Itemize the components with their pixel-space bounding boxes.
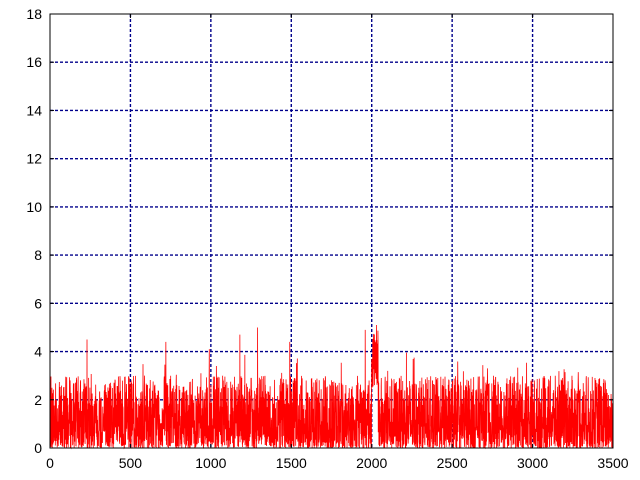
x-tick-label: 0 — [46, 455, 54, 471]
y-tick-label: 0 — [34, 440, 42, 456]
y-tick-label: 10 — [26, 199, 42, 215]
y-axis: 0 2 4 6 8 10 12 14 16 18 — [26, 6, 613, 456]
y-tick-label: 6 — [34, 295, 42, 311]
x-tick-label: 1000 — [195, 455, 226, 471]
x-tick-label: 3000 — [517, 455, 548, 471]
y-tick-label: 2 — [34, 392, 42, 408]
y-tick-label: 16 — [26, 54, 42, 70]
y-tick-label: 4 — [34, 344, 42, 360]
x-axis: 0 500 1000 1500 2000 2500 3000 3500 — [46, 14, 629, 471]
x-tick-label: 2000 — [356, 455, 387, 471]
plot-area-frame — [49, 13, 614, 449]
y-tick-label: 14 — [26, 102, 42, 118]
x-tick-label: 500 — [119, 455, 143, 471]
x-tick-label: 2500 — [437, 455, 468, 471]
y-tick-label: 8 — [34, 247, 42, 263]
x-tick-label: 3500 — [597, 455, 628, 471]
y-tick-label: 18 — [26, 6, 42, 22]
x-tick-label: 1500 — [276, 455, 307, 471]
y-tick-label: 12 — [26, 151, 42, 167]
